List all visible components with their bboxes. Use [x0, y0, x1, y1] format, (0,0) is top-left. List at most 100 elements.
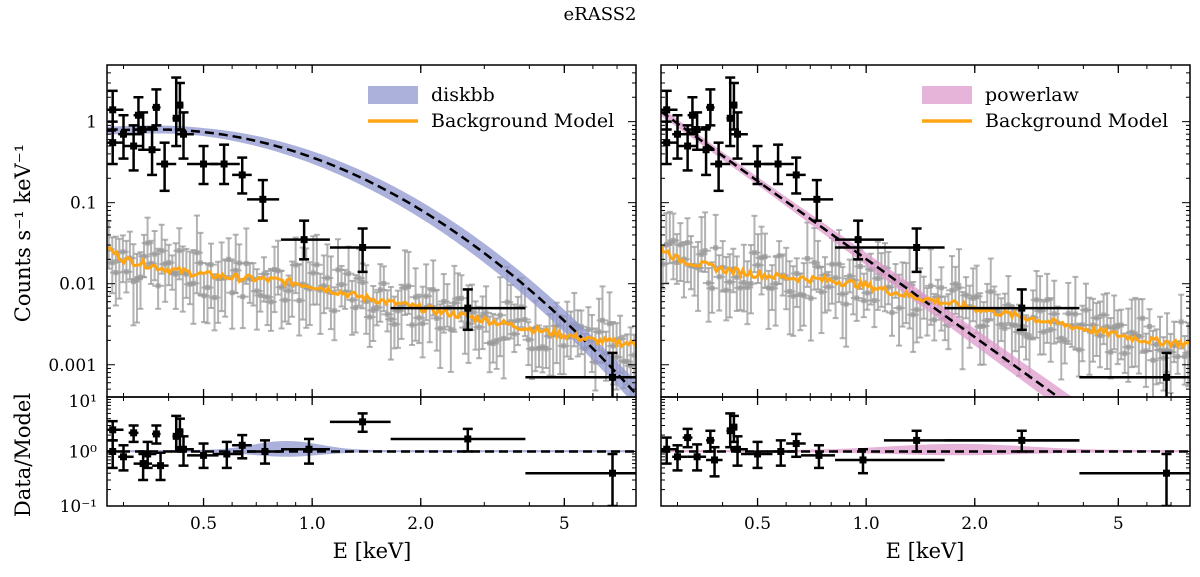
bkg-data-point [610, 343, 616, 349]
bkg-data-point [197, 260, 203, 266]
bkg-data-point [744, 284, 750, 290]
bkg-data-point [801, 293, 807, 299]
bkg-data-point [1101, 312, 1107, 318]
bkg-data-point [155, 283, 161, 289]
ratio-point [139, 460, 147, 468]
bkg-data-point [561, 343, 567, 349]
bkg-data-point [1051, 311, 1057, 317]
ratio-point [172, 432, 180, 440]
y-tick-label: 0.001 [48, 356, 97, 376]
data-point [1018, 304, 1026, 312]
bkg-data-point [751, 250, 757, 256]
bkg-data-point [741, 280, 747, 286]
data-point [180, 130, 188, 138]
bkg-data-point [1002, 325, 1008, 331]
bkg-data-point [480, 313, 486, 319]
bkg-data-point [423, 293, 429, 299]
bkg-data-point [1090, 322, 1096, 328]
data-point [359, 243, 367, 251]
bkg-data-point [183, 271, 189, 277]
bkg-data-point [145, 240, 151, 246]
bkg-data-point [339, 282, 345, 288]
bkg-data-point [1118, 322, 1124, 328]
bkg-data-point [194, 250, 200, 256]
bkg-data-point [462, 325, 468, 331]
data-point [715, 160, 723, 168]
bkg-data-point [808, 295, 814, 301]
data-point [1163, 373, 1171, 381]
bkg-data-point [159, 248, 165, 254]
bkg-data-point [1111, 325, 1117, 331]
ratio-point [711, 456, 719, 464]
bkg-data-point [201, 293, 207, 299]
bkg-data-point [815, 264, 821, 270]
bkg-data-point [836, 261, 842, 267]
ratio-point [609, 469, 617, 477]
ratio-axes-powerlaw: 0.5 1.0 2.0 5 [660, 396, 1191, 534]
bkg-data-point [628, 363, 634, 369]
bkg-data-point [469, 309, 475, 315]
bkg-data-point [190, 280, 196, 286]
bkg-data-point [585, 326, 591, 332]
bkg-data-point [130, 279, 136, 285]
data-point [693, 125, 701, 133]
bkg-data-point [1157, 347, 1163, 353]
bkg-data-point [811, 260, 817, 266]
bkg-data-point [748, 281, 754, 287]
bkg-data-point [1005, 302, 1011, 308]
bkg-data-point [441, 298, 447, 304]
legend-model-label-diskbb: diskbb [431, 84, 495, 106]
x-tick-label: 2.0 [961, 514, 988, 534]
ratio-point [200, 451, 208, 459]
bkg-data-point [773, 281, 779, 287]
main-axes-diskbb: 0.001 0.01 0.1 1 [48, 64, 637, 506]
bkg-data-point [713, 245, 719, 251]
ratio-point [684, 434, 692, 442]
ratio-plot-area [107, 412, 636, 506]
bkg-data-point [759, 255, 765, 261]
data-point [663, 139, 671, 147]
data-point [702, 146, 710, 154]
model-line [661, 110, 1061, 397]
bkg-data-point [402, 285, 408, 291]
y-tick-label: 10⁰ [69, 443, 98, 463]
legend-bkg-label-diskbb: Background Model [431, 110, 614, 132]
bkg-data-point [554, 323, 560, 329]
data-point [220, 160, 228, 168]
bkg-data-point [776, 253, 782, 259]
ratio-point [238, 441, 246, 449]
bkg-data-point [381, 280, 387, 286]
data-point [161, 160, 169, 168]
bkg-data-point [847, 273, 853, 279]
bkg-data-point [1058, 335, 1064, 341]
bkg-data-point [1034, 297, 1040, 303]
bkg-data-point [1143, 348, 1149, 354]
bkg-data-point [148, 260, 154, 266]
bkg-data-point [282, 297, 288, 303]
ratio-point [261, 448, 269, 455]
bkg-data-point [314, 262, 320, 268]
bkg-data-point [889, 310, 895, 316]
bkg-data-point [1171, 343, 1177, 349]
ratio-point [730, 423, 738, 431]
data-point [120, 130, 128, 138]
ratio-point [109, 426, 117, 434]
data-point [792, 171, 800, 179]
ratio-point [792, 440, 800, 448]
bkg-data-point [416, 315, 422, 321]
ratio-axes-diskbb: 0.5 1.0 2.0 5 10⁻¹ 10⁰ 10¹ [60, 392, 637, 534]
bkg-data-point [755, 262, 761, 268]
bkg-data-point [123, 269, 129, 275]
bkg-data-point [413, 294, 419, 300]
bkg-data-point [1083, 307, 1089, 313]
bkg-data-point [490, 341, 496, 347]
main-plot-area [107, 76, 636, 397]
bkg-data-point [1161, 355, 1167, 361]
bkg-data-point [1150, 357, 1156, 363]
bkg-data-point [205, 285, 211, 291]
bkg-data-point [374, 304, 380, 310]
ratio-point [1018, 436, 1026, 444]
bkg-data-point [240, 294, 246, 300]
bkg-data-point [208, 262, 214, 268]
